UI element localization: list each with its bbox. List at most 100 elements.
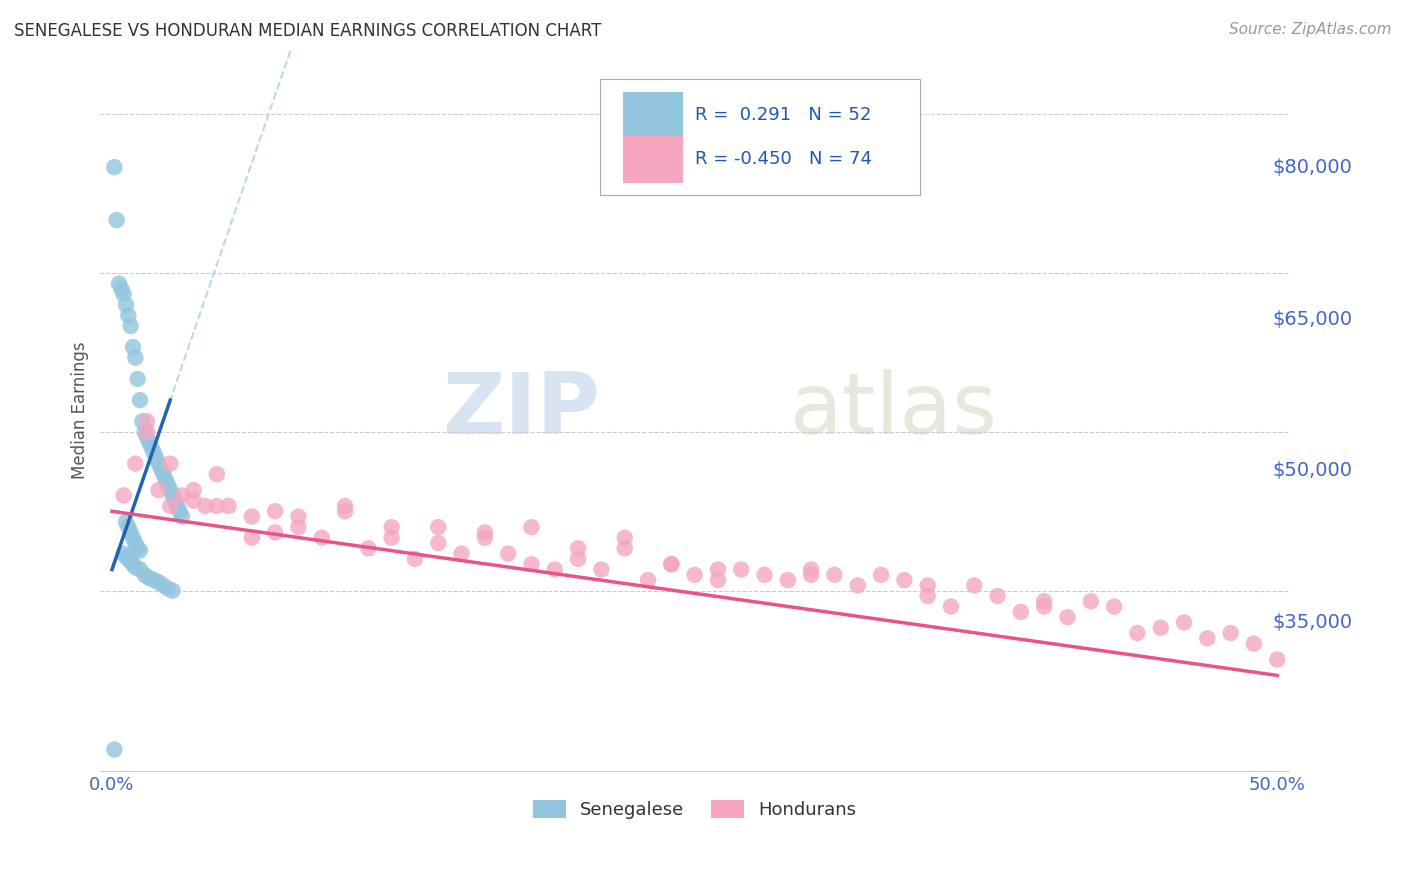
Point: [1265, 652, 1288, 666]
Point: [115, 515, 138, 529]
Point: [205, 499, 228, 513]
Point: [127, 372, 149, 386]
Point: [136, 425, 159, 439]
Point: [134, 567, 156, 582]
Point: [170, 509, 193, 524]
Point: [124, 536, 146, 550]
Point: [637, 573, 659, 587]
Point: [776, 573, 799, 587]
Point: [117, 520, 139, 534]
Point: [129, 562, 152, 576]
Point: [108, 277, 131, 291]
Point: [115, 549, 138, 564]
Point: [591, 562, 613, 576]
Point: [112, 488, 135, 502]
Point: [166, 499, 188, 513]
Point: [142, 573, 165, 587]
Point: [129, 543, 152, 558]
Point: [120, 525, 142, 540]
Point: [122, 558, 145, 572]
Point: [963, 578, 986, 592]
Point: [183, 493, 205, 508]
Point: [136, 414, 159, 428]
Point: [170, 488, 193, 502]
Point: [169, 504, 191, 518]
Point: [148, 575, 170, 590]
Point: [115, 298, 138, 312]
Point: [427, 520, 450, 534]
Point: [162, 488, 184, 502]
Point: [567, 541, 589, 556]
Point: [122, 531, 145, 545]
Text: atlas: atlas: [790, 369, 998, 452]
Point: [194, 499, 217, 513]
Text: ZIP: ZIP: [441, 369, 599, 452]
Text: Source: ZipAtlas.com: Source: ZipAtlas.com: [1229, 22, 1392, 37]
Point: [112, 547, 135, 561]
FancyBboxPatch shape: [623, 136, 683, 183]
Point: [120, 318, 142, 333]
Point: [129, 393, 152, 408]
Point: [152, 467, 174, 482]
Text: $35,000: $35,000: [1272, 613, 1353, 632]
Point: [893, 573, 915, 587]
Point: [1056, 610, 1078, 624]
Text: R =  0.291   N = 52: R = 0.291 N = 52: [695, 106, 870, 124]
Point: [311, 531, 333, 545]
Point: [124, 351, 146, 365]
Text: $65,000: $65,000: [1272, 310, 1353, 328]
Point: [1197, 632, 1219, 646]
Point: [544, 562, 567, 576]
Point: [163, 493, 186, 508]
Point: [987, 589, 1010, 603]
Point: [496, 547, 519, 561]
Point: [124, 457, 146, 471]
Point: [131, 414, 153, 428]
Point: [159, 499, 181, 513]
Point: [823, 567, 845, 582]
Point: [124, 560, 146, 574]
Point: [127, 541, 149, 556]
Point: [134, 425, 156, 439]
Point: [117, 552, 139, 566]
Point: [1080, 594, 1102, 608]
Point: [156, 478, 179, 492]
Point: [333, 499, 356, 513]
Point: [122, 340, 145, 354]
Text: $50,000: $50,000: [1272, 461, 1353, 480]
Point: [659, 558, 682, 572]
Point: [613, 531, 636, 545]
Point: [659, 558, 682, 572]
Text: SENEGALESE VS HONDURAN MEDIAN EARNINGS CORRELATION CHART: SENEGALESE VS HONDURAN MEDIAN EARNINGS C…: [14, 22, 602, 40]
Point: [138, 571, 160, 585]
Point: [404, 552, 426, 566]
Point: [1010, 605, 1032, 619]
Point: [240, 509, 263, 524]
Point: [103, 160, 125, 174]
Point: [381, 520, 404, 534]
Text: R = -0.450   N = 74: R = -0.450 N = 74: [695, 150, 872, 169]
Point: [218, 499, 240, 513]
Point: [1033, 594, 1056, 608]
Point: [103, 742, 125, 756]
Point: [567, 552, 589, 566]
Point: [183, 483, 205, 497]
Point: [613, 541, 636, 556]
Point: [917, 578, 939, 592]
Point: [117, 309, 139, 323]
Point: [156, 582, 179, 596]
Point: [1173, 615, 1195, 630]
Point: [520, 520, 543, 534]
FancyBboxPatch shape: [623, 92, 683, 138]
Point: [159, 457, 181, 471]
Point: [1219, 626, 1241, 640]
Point: [870, 567, 893, 582]
Point: [474, 525, 496, 540]
Point: [520, 558, 543, 572]
Point: [754, 567, 776, 582]
Point: [145, 451, 167, 466]
Point: [707, 573, 730, 587]
Point: [1033, 599, 1056, 614]
Point: [136, 430, 159, 444]
Point: [450, 547, 472, 561]
